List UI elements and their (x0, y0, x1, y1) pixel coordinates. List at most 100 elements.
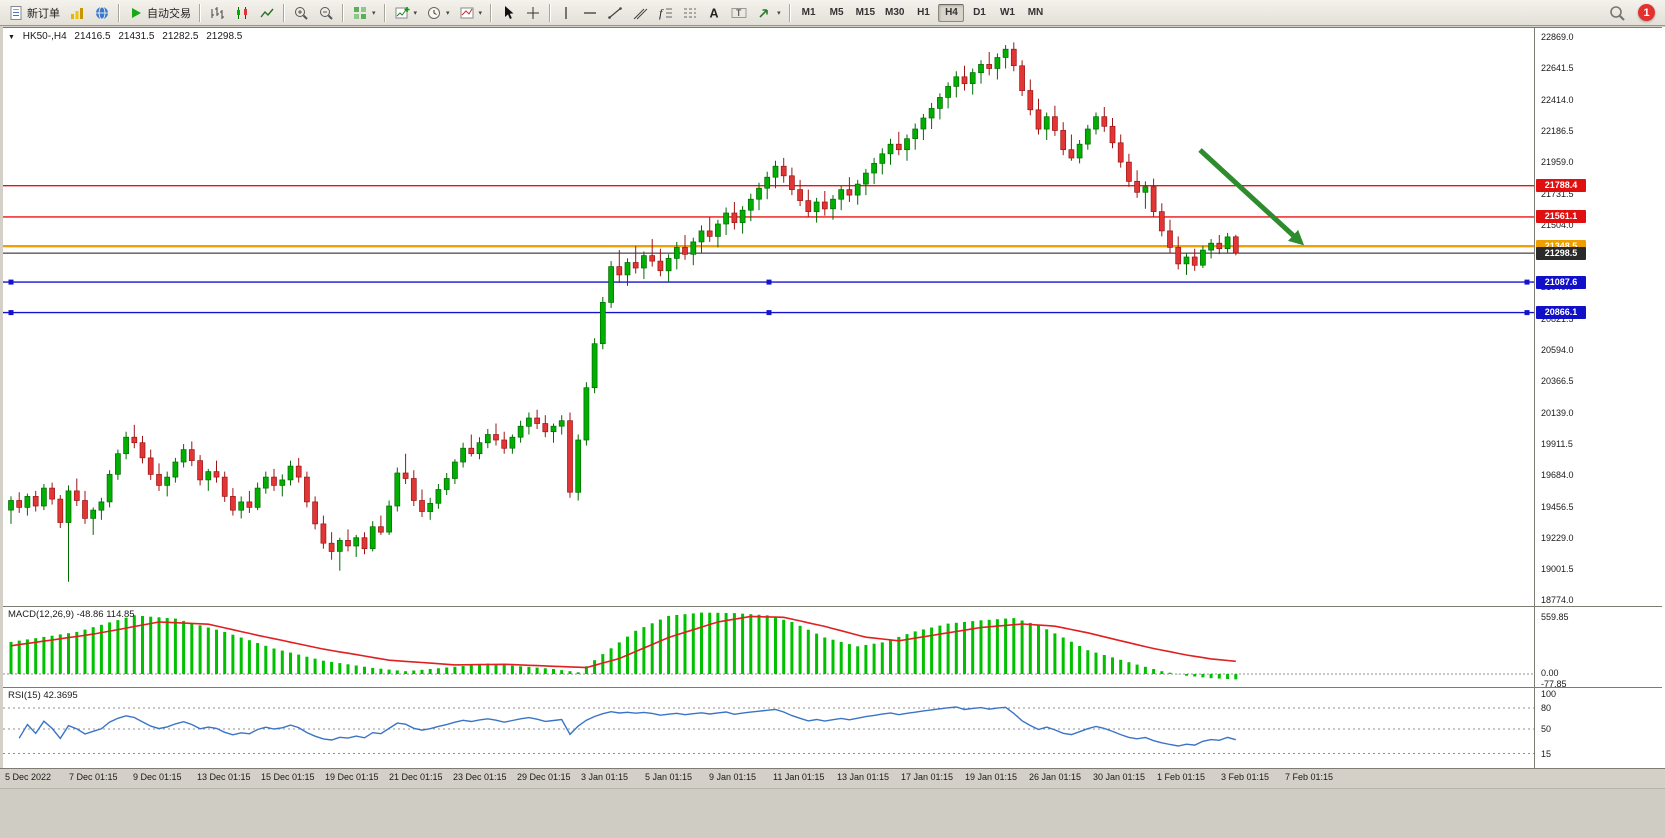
price-axis[interactable]: 22869.0 22641.5 22414.0 22186.5 21959.0 21731… (1534, 27, 1665, 768)
candle (147, 457, 154, 475)
candle (756, 187, 762, 200)
horizontal-line-tool[interactable] (578, 2, 602, 24)
candle (501, 439, 508, 449)
notification-badge[interactable]: 1 (1638, 4, 1655, 21)
price-badge-support-upper: 21087.6 (1536, 275, 1586, 289)
crosshair-button[interactable] (521, 2, 545, 24)
timeframe-button-m5[interactable]: M5 (824, 4, 850, 22)
timeframe-button-h4[interactable]: H4 (938, 3, 965, 22)
trendline-icon (608, 6, 622, 19)
channel-tool[interactable] (628, 2, 652, 24)
line-handle[interactable] (766, 310, 772, 316)
candle (912, 128, 919, 139)
candle (928, 108, 935, 119)
autotrading-button[interactable]: 自动交易 (124, 2, 195, 24)
line-handle[interactable] (766, 279, 772, 285)
zoom-out-button[interactable] (314, 2, 338, 24)
line-handle[interactable] (1524, 279, 1530, 285)
time-axis[interactable]: 5 Dec 2022 7 Dec 01:15 9 Dec 01:15 13 Dec 0… (0, 768, 1665, 788)
rsi-axis-label: 80 (1541, 703, 1552, 713)
candle (156, 474, 162, 486)
cursor-button[interactable] (496, 2, 520, 24)
candle (262, 476, 269, 489)
candle (1060, 130, 1067, 151)
new-order-button[interactable]: 新订单 (4, 2, 64, 24)
fibonacci-tool[interactable]: f (653, 2, 677, 24)
price-badge-resistance-upper: 21788.4 (1536, 179, 1586, 193)
symbol-collapse-arrow[interactable]: ▼ (8, 34, 15, 41)
timeframe-button-w1[interactable]: W1 (994, 4, 1020, 22)
chart-title-bar: ▼ HK50-,H4 21416.5 21431.5 21282.5 21298… (8, 31, 247, 42)
arrows-tool[interactable]: ▾ (753, 2, 785, 24)
line-handle[interactable] (8, 310, 14, 316)
chart-plot-area[interactable]: ▼ HK50-,H4 21416.5 21431.5 21282.5 21298… (3, 27, 1534, 768)
macd-panel-canvas[interactable] (3, 606, 1534, 687)
zoom-in-button[interactable] (289, 2, 313, 24)
pitchfork-grid-tool[interactable] (678, 2, 702, 24)
data-window-button[interactable] (90, 2, 114, 24)
timeframe-button-m15[interactable]: M15 (852, 4, 879, 22)
autotrading-icon (132, 7, 141, 18)
timeframe-button-m1[interactable]: M1 (796, 4, 822, 22)
candle (665, 258, 672, 272)
toolbar: 新订单 自动交易 ▾ ▾ ▾ ▾ (0, 0, 1665, 26)
candle (657, 260, 664, 272)
candle (369, 526, 376, 550)
price-axis-label: 22869.0 (1541, 32, 1574, 42)
candle (871, 163, 877, 174)
rsi-panel-canvas[interactable] (3, 687, 1534, 768)
timeframe-button-mn[interactable]: MN (1022, 4, 1048, 22)
search-button[interactable] (1604, 2, 1630, 24)
trend-arrow[interactable] (1198, 148, 1305, 246)
market-watch-button[interactable] (65, 2, 89, 24)
candle (895, 143, 902, 151)
data-window-icon (96, 6, 108, 19)
bars-chart-icon (211, 6, 224, 19)
candle (1002, 48, 1009, 58)
time-axis-label: 29 Dec 01:15 (517, 772, 571, 782)
candle (320, 523, 327, 544)
candle (994, 57, 1001, 69)
line-chart-button[interactable] (255, 2, 279, 24)
candle (57, 498, 64, 523)
timeframe-button-d1[interactable]: D1 (966, 4, 992, 22)
candle (230, 496, 236, 511)
candle (82, 500, 88, 519)
candle (435, 489, 442, 504)
candle (821, 201, 828, 210)
macd-separator[interactable] (3, 606, 1662, 607)
dropdown-arrow-icon: ▾ (413, 9, 418, 17)
dropdown-arrow-icon: ▾ (446, 9, 450, 17)
macd-axis-label: -77.85 (1541, 679, 1567, 689)
candle (1175, 247, 1182, 265)
time-axis-label: 19 Jan 01:15 (965, 772, 1018, 782)
bar-chart-button[interactable] (205, 2, 229, 24)
candle (246, 501, 253, 508)
price-badge-resistance-lower: 21561.1 (1536, 210, 1586, 224)
trendline-tool[interactable] (603, 2, 627, 24)
text-tool[interactable]: A (703, 2, 725, 24)
candle (887, 143, 894, 155)
line-handle[interactable] (8, 279, 14, 285)
timeframe-button-h1[interactable]: H1 (910, 4, 936, 22)
rsi-separator[interactable] (3, 687, 1662, 688)
vertical-line-tool[interactable] (555, 2, 577, 24)
label-tool[interactable]: T (726, 2, 752, 24)
price-chart-canvas[interactable] (3, 27, 1534, 606)
price-axis-label: 18774.0 (1541, 595, 1574, 606)
candle (1232, 236, 1239, 254)
tile-windows-button[interactable]: ▾ (348, 2, 380, 24)
candle (123, 436, 129, 455)
dropdown-arrow-icon: ▾ (777, 9, 781, 17)
timeframe-button-m30[interactable]: M30 (881, 4, 908, 22)
line-handle[interactable] (1524, 310, 1530, 316)
period-clock-button[interactable]: ▾ (422, 2, 454, 24)
candle (336, 540, 343, 552)
chart-template-button[interactable]: ▾ (455, 2, 487, 24)
candlestick-chart-button[interactable] (230, 2, 254, 24)
candle (279, 479, 286, 486)
time-axis-label: 21 Dec 01:15 (389, 772, 443, 782)
macd-axis-label: 559.85 (1541, 612, 1569, 622)
new-chart-button[interactable]: ▾ (390, 2, 422, 24)
candle (854, 183, 861, 196)
